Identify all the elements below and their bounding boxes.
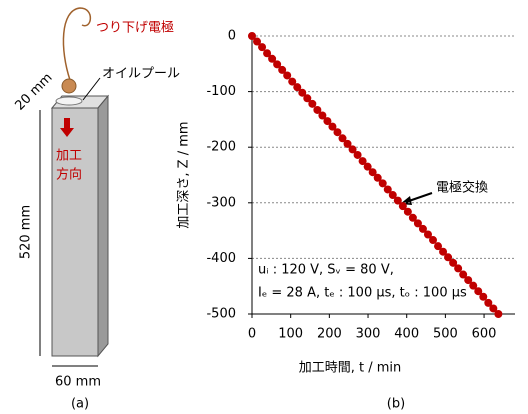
oil-pool — [56, 97, 82, 105]
figure: つり下げ電極 オイルプール 20 mm 加工 方向 520 mm 60 mm (… — [0, 0, 528, 414]
x-tick-label: 0 — [248, 327, 256, 342]
column-diagram — [40, 8, 108, 366]
y-tick-label: -300 — [206, 195, 236, 210]
column-front — [52, 108, 98, 356]
direction-label: 加工 — [56, 149, 82, 164]
x-tick-label: 600 — [472, 327, 497, 342]
x-tick-label: 300 — [356, 327, 381, 342]
x-tick-label: 500 — [433, 327, 458, 342]
data-point — [494, 310, 502, 318]
x-tick-label: 100 — [278, 327, 303, 342]
y-tick-label: -500 — [206, 307, 236, 322]
annotation: 電極交換 — [436, 180, 488, 196]
panel-label: (a) — [71, 397, 89, 412]
y-axis-label: 加工深さ, Z / mm — [177, 121, 192, 228]
electrode — [62, 79, 76, 93]
x-tick-label: 400 — [394, 327, 419, 342]
x-axis-label: 加工時間, t / min — [299, 361, 402, 376]
oil-label: オイルプール — [102, 67, 180, 82]
electrode-label: つり下げ電極 — [96, 20, 174, 36]
direction-label: 方向 — [56, 167, 82, 183]
y-tick-label: 0 — [228, 29, 236, 44]
condition-text: uᵢ : 120 V, Sᵥ = 80 V, — [258, 263, 394, 278]
height-dim: 520 mm — [19, 205, 34, 259]
top-dim: 20 mm — [12, 70, 55, 113]
y-tick-label: -400 — [206, 251, 236, 266]
condition-text: Iₑ = 28 A, tₑ : 100 µs, tₒ : 100 µs — [258, 286, 467, 301]
width-dim: 60 mm — [55, 375, 101, 390]
wire — [63, 8, 90, 80]
y-tick-label: -100 — [206, 84, 236, 99]
y-tick-label: -200 — [206, 140, 236, 155]
column-side — [98, 96, 108, 356]
panel-label: (b) — [387, 397, 405, 412]
x-tick-label: 200 — [317, 327, 342, 342]
